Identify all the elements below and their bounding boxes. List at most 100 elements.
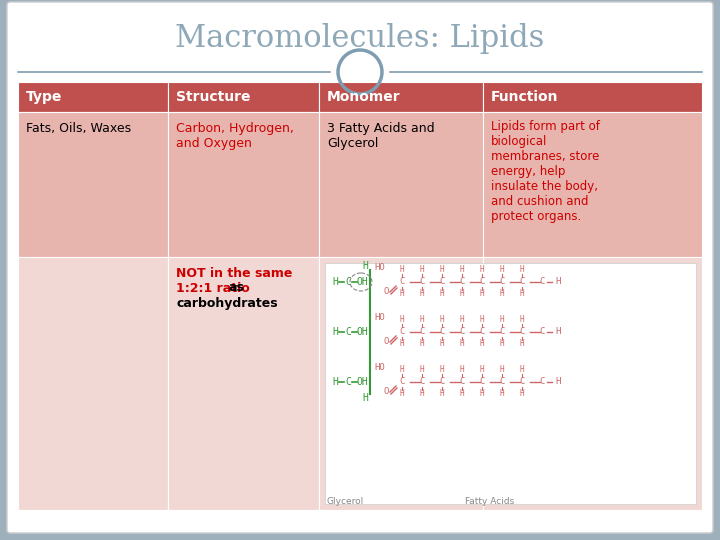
Text: OH: OH (357, 277, 369, 287)
Bar (18, 82, 168, 112)
Text: H: H (480, 289, 485, 299)
Bar (168, 257, 319, 510)
Text: H: H (520, 266, 524, 274)
Text: H: H (520, 389, 524, 399)
Text: H: H (500, 340, 504, 348)
Text: C: C (519, 278, 525, 287)
Text: C: C (439, 377, 445, 387)
Text: H: H (500, 315, 504, 325)
Text: H: H (420, 315, 424, 325)
Text: Monomer: Monomer (327, 90, 400, 104)
Text: H: H (362, 393, 368, 403)
Bar (319, 257, 483, 510)
Text: Carbon, Hydrogen,
and Oxygen: Carbon, Hydrogen, and Oxygen (176, 122, 294, 150)
Text: C: C (400, 327, 405, 336)
Text: H: H (332, 277, 338, 287)
Text: H: H (400, 389, 404, 399)
Text: H: H (480, 340, 485, 348)
Text: O: O (384, 388, 390, 396)
Text: C: C (345, 327, 351, 337)
Text: C: C (480, 278, 485, 287)
Text: H: H (459, 340, 464, 348)
Text: O: O (384, 287, 390, 296)
Text: H: H (500, 289, 504, 299)
Text: C: C (480, 377, 485, 387)
Text: Structure: Structure (176, 90, 251, 104)
Text: NOT in the same
1:2:1 ratio: NOT in the same 1:2:1 ratio (176, 267, 293, 295)
Text: H: H (362, 261, 368, 271)
Text: H: H (332, 377, 338, 387)
Text: H: H (400, 266, 404, 274)
Text: H: H (420, 366, 424, 375)
Text: H: H (555, 278, 560, 287)
Text: as: as (228, 281, 244, 294)
Text: H: H (555, 377, 560, 387)
Text: H: H (440, 289, 444, 299)
Text: C: C (459, 377, 464, 387)
Bar (18, 257, 168, 510)
Text: H: H (520, 340, 524, 348)
Text: C: C (345, 277, 351, 287)
Text: HO: HO (374, 264, 384, 273)
Text: C: C (459, 278, 464, 287)
Text: OH: OH (357, 327, 369, 337)
Bar (18, 112, 168, 257)
Text: HO: HO (374, 314, 384, 322)
Text: H: H (400, 289, 404, 299)
Text: H: H (480, 266, 485, 274)
Text: C: C (400, 278, 405, 287)
Text: Lipids form part of
biological
membranes, store
energy, help
insulate the body,
: Lipids form part of biological membranes… (491, 120, 600, 223)
Text: H: H (400, 315, 404, 325)
Text: H: H (459, 315, 464, 325)
Bar (483, 257, 702, 510)
Text: H: H (555, 327, 560, 336)
Text: H: H (480, 366, 485, 375)
Text: O: O (384, 338, 390, 347)
Text: C: C (345, 377, 351, 387)
Text: C: C (459, 327, 464, 336)
Text: H: H (500, 366, 504, 375)
Text: carbohydrates: carbohydrates (176, 297, 278, 310)
Text: H: H (440, 340, 444, 348)
Text: H: H (520, 366, 524, 375)
Text: 3 Fatty Acids and
Glycerol: 3 Fatty Acids and Glycerol (327, 122, 435, 150)
Text: C: C (539, 327, 544, 336)
Text: H: H (480, 389, 485, 399)
Text: H: H (520, 289, 524, 299)
Bar (483, 112, 702, 257)
Text: C: C (519, 377, 525, 387)
Text: Fats, Oils, Waxes: Fats, Oils, Waxes (26, 122, 131, 135)
Text: C: C (499, 327, 505, 336)
Text: Glycerol: Glycerol (326, 497, 364, 507)
Text: Fatty Acids: Fatty Acids (465, 497, 515, 507)
Text: Function: Function (491, 90, 559, 104)
Text: H: H (420, 266, 424, 274)
Text: C: C (419, 278, 425, 287)
Text: HO: HO (374, 363, 384, 373)
Text: H: H (420, 389, 424, 399)
Text: H: H (332, 327, 338, 337)
Text: Type: Type (26, 90, 63, 104)
Bar (325, 263, 696, 504)
Text: H: H (440, 315, 444, 325)
Text: C: C (480, 327, 485, 336)
Text: H: H (400, 340, 404, 348)
Text: C: C (439, 278, 445, 287)
Text: H: H (400, 366, 404, 375)
Text: H: H (459, 389, 464, 399)
Bar (483, 82, 702, 112)
Text: C: C (519, 327, 525, 336)
Text: H: H (500, 389, 504, 399)
Text: H: H (459, 366, 464, 375)
Text: C: C (419, 377, 425, 387)
Bar (319, 82, 483, 112)
Text: C: C (499, 377, 505, 387)
Bar (168, 112, 319, 257)
Text: H: H (420, 289, 424, 299)
Text: C: C (400, 377, 405, 387)
Text: H: H (459, 289, 464, 299)
Text: C: C (499, 278, 505, 287)
Text: H: H (440, 389, 444, 399)
Text: H: H (440, 266, 444, 274)
Text: C: C (539, 278, 544, 287)
